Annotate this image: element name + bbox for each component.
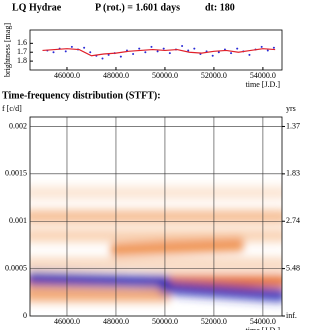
x-tick-label: 50000.0 [152, 71, 178, 80]
data-point [266, 49, 269, 52]
data-point [211, 54, 214, 57]
data-point [187, 49, 190, 52]
x-tick-label: 48000.0 [103, 317, 129, 326]
x-tick-label: 48000.0 [103, 71, 129, 80]
y-tick-label: 0.002 [9, 121, 27, 130]
period: P (rot.) = 1.601 days [95, 2, 180, 13]
y-tick-label: 1.6 [17, 38, 27, 47]
data-point [260, 45, 263, 48]
data-point [217, 51, 220, 54]
data-point [193, 47, 196, 50]
x-tick-label: 54000.0 [250, 71, 276, 80]
dt: dt: 180 [205, 2, 235, 13]
plot-area [30, 186, 282, 302]
data-point [150, 45, 153, 48]
data-point [83, 46, 86, 49]
data-point [52, 51, 55, 54]
x-axis-label: time [J.D.] [246, 326, 281, 330]
data-point [248, 53, 251, 56]
ridge [158, 281, 282, 302]
x-tick-label: 46000.0 [54, 317, 80, 326]
x-tick-label: 52000.0 [201, 71, 227, 80]
data-point [156, 50, 159, 53]
data-point [162, 47, 165, 50]
data-point [138, 47, 141, 50]
x-tick-label: 54000.0 [250, 317, 276, 326]
data-point [272, 46, 275, 49]
data-point [168, 52, 171, 55]
y-tick-label: 1.8 [17, 56, 27, 65]
data-point [64, 50, 67, 53]
model-line [42, 48, 276, 57]
ridge [30, 272, 171, 288]
y2-tick-label: 1.37 [286, 121, 300, 130]
panel-title: Time-frequency distribution (STFT): [2, 90, 161, 101]
y-axis-label: brightness [mag] [3, 23, 12, 77]
ridge [109, 238, 245, 256]
y2-tick-label: 5.48 [286, 263, 300, 272]
data-point [107, 53, 110, 56]
y-tick-label: 0 [23, 311, 27, 320]
y2-tick-label: inf. [286, 311, 297, 320]
data-point [101, 57, 104, 60]
x-tick-label: 52000.0 [201, 317, 227, 326]
heatmap [30, 186, 282, 302]
data-point [144, 51, 147, 54]
y-tick-label: 1.7 [17, 47, 27, 56]
data-point [181, 45, 184, 47]
data-point [70, 45, 73, 48]
x-tick-label: 50000.0 [152, 317, 178, 326]
title: LQ Hydrae [12, 2, 62, 13]
plot-area [42, 45, 276, 60]
y-tick-label: 0.001 [9, 216, 27, 225]
y-tick-label: 0.0015 [5, 169, 27, 178]
data-point [119, 55, 122, 58]
x-tick-label: 46000.0 [54, 71, 80, 80]
frame [29, 29, 283, 71]
y2-tick-label: 1.83 [286, 169, 300, 178]
x-axis-label: time [J.D.] [246, 80, 281, 89]
data-point [132, 53, 135, 55]
y-tick-label: 0.0005 [5, 263, 27, 272]
figure: LQ Hydrae P (rot.) = 1.601 days dt: 180 … [2, 2, 300, 330]
data-point [89, 51, 92, 54]
y2-tick-label: 2.74 [286, 216, 300, 225]
y2-axis-label: yrs [286, 104, 296, 113]
data-point [236, 47, 239, 50]
y-axis-label: f [c/d] [2, 104, 22, 113]
data-point [230, 52, 233, 55]
